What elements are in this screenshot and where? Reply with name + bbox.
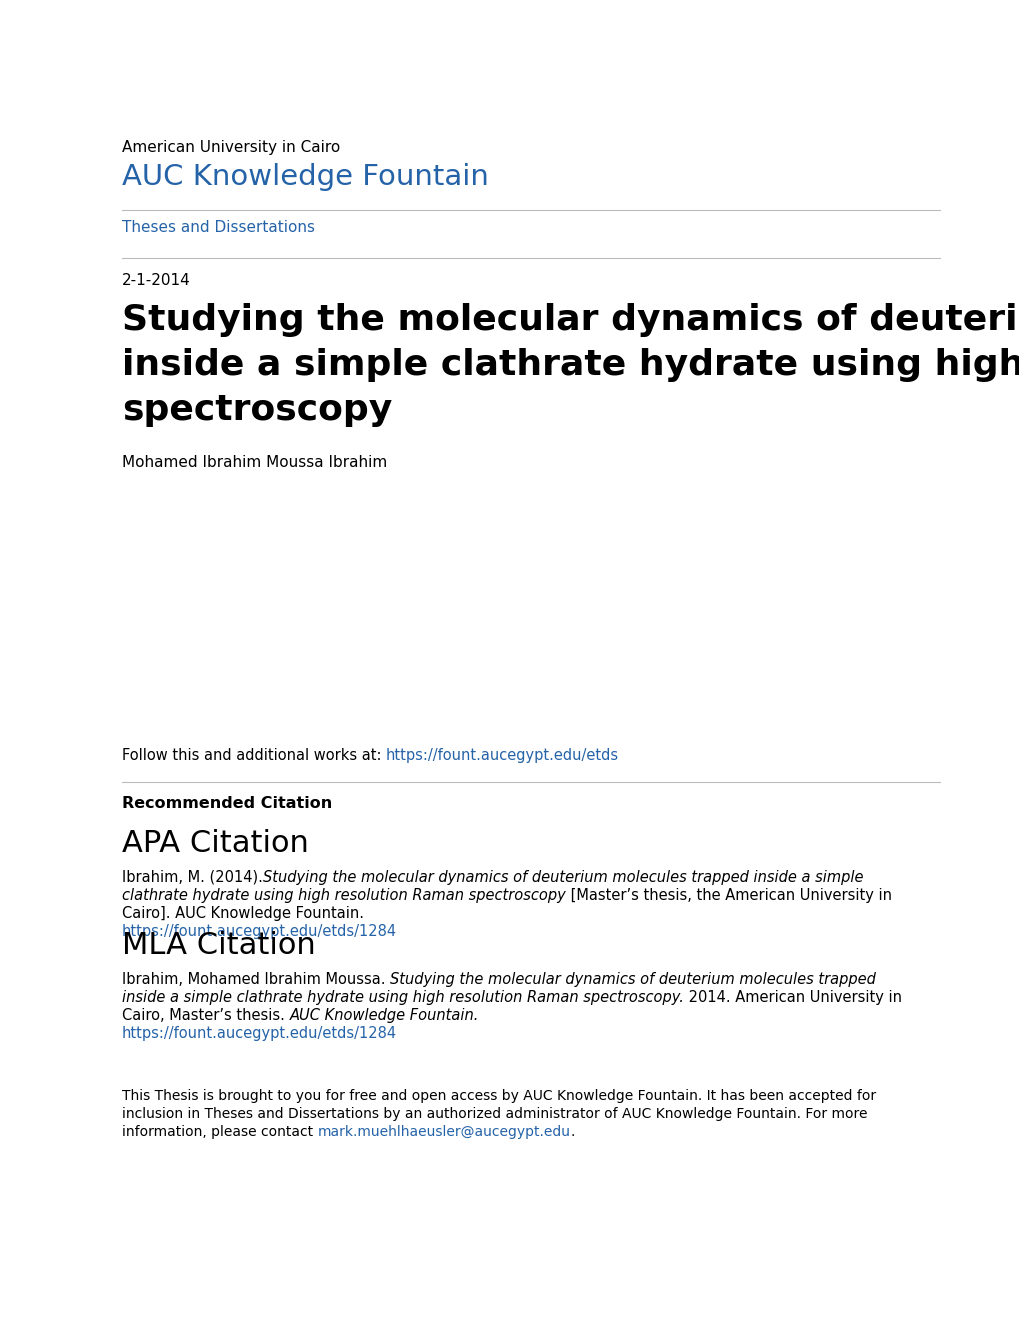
Text: Cairo, Master’s thesis.: Cairo, Master’s thesis. (122, 1008, 289, 1023)
Text: Studying the molecular dynamics of deuterium molecules trapped: Studying the molecular dynamics of deute… (122, 304, 1019, 337)
Text: Follow this and additional works at:: Follow this and additional works at: (122, 748, 386, 763)
Text: inside a simple clathrate hydrate using high resolution Raman spectroscopy.: inside a simple clathrate hydrate using … (122, 990, 683, 1005)
Text: APA Citation: APA Citation (122, 829, 309, 858)
Text: clathrate hydrate using high resolution Raman spectroscopy: clathrate hydrate using high resolution … (122, 888, 566, 903)
Text: AUC Knowledge Fountain.: AUC Knowledge Fountain. (289, 1008, 478, 1023)
Text: https://fount.aucegypt.edu/etds: https://fount.aucegypt.edu/etds (386, 748, 619, 763)
Text: https://fount.aucegypt.edu/etds/1284: https://fount.aucegypt.edu/etds/1284 (122, 924, 396, 939)
Text: Ibrahim, M. (2014).: Ibrahim, M. (2014). (122, 870, 263, 884)
Text: Mohamed Ibrahim Moussa Ibrahim: Mohamed Ibrahim Moussa Ibrahim (122, 455, 387, 470)
Text: information, please contact: information, please contact (122, 1125, 317, 1139)
Text: inclusion in Theses and Dissertations by an authorized administrator of AUC Know: inclusion in Theses and Dissertations by… (122, 1107, 866, 1121)
Text: inside a simple clathrate hydrate using high resolution Raman: inside a simple clathrate hydrate using … (122, 348, 1019, 381)
Text: spectroscopy: spectroscopy (122, 393, 392, 426)
Text: 2-1-2014: 2-1-2014 (122, 273, 191, 288)
Text: Theses and Dissertations: Theses and Dissertations (122, 220, 315, 235)
Text: Cairo]. AUC Knowledge Fountain.: Cairo]. AUC Knowledge Fountain. (122, 906, 364, 921)
Text: MLA Citation: MLA Citation (122, 931, 316, 960)
Text: AUC Knowledge Fountain: AUC Knowledge Fountain (122, 162, 488, 191)
Text: 2014. American University in: 2014. American University in (683, 990, 901, 1005)
Text: .: . (570, 1125, 575, 1139)
Text: American University in Cairo: American University in Cairo (122, 140, 340, 154)
Text: [Master’s thesis, the American University in: [Master’s thesis, the American Universit… (566, 888, 891, 903)
Text: Ibrahim, Mohamed Ibrahim Moussa.: Ibrahim, Mohamed Ibrahim Moussa. (122, 972, 389, 987)
Text: mark.muehlhaeusler@aucegypt.edu: mark.muehlhaeusler@aucegypt.edu (317, 1125, 570, 1139)
Text: Studying the molecular dynamics of deuterium molecules trapped inside a simple: Studying the molecular dynamics of deute… (263, 870, 862, 884)
Text: This Thesis is brought to you for free and open access by AUC Knowledge Fountain: This Thesis is brought to you for free a… (122, 1089, 875, 1104)
Text: Recommended Citation: Recommended Citation (122, 796, 332, 810)
Text: Studying the molecular dynamics of deuterium molecules trapped: Studying the molecular dynamics of deute… (389, 972, 875, 987)
Text: https://fount.aucegypt.edu/etds/1284: https://fount.aucegypt.edu/etds/1284 (122, 1026, 396, 1041)
